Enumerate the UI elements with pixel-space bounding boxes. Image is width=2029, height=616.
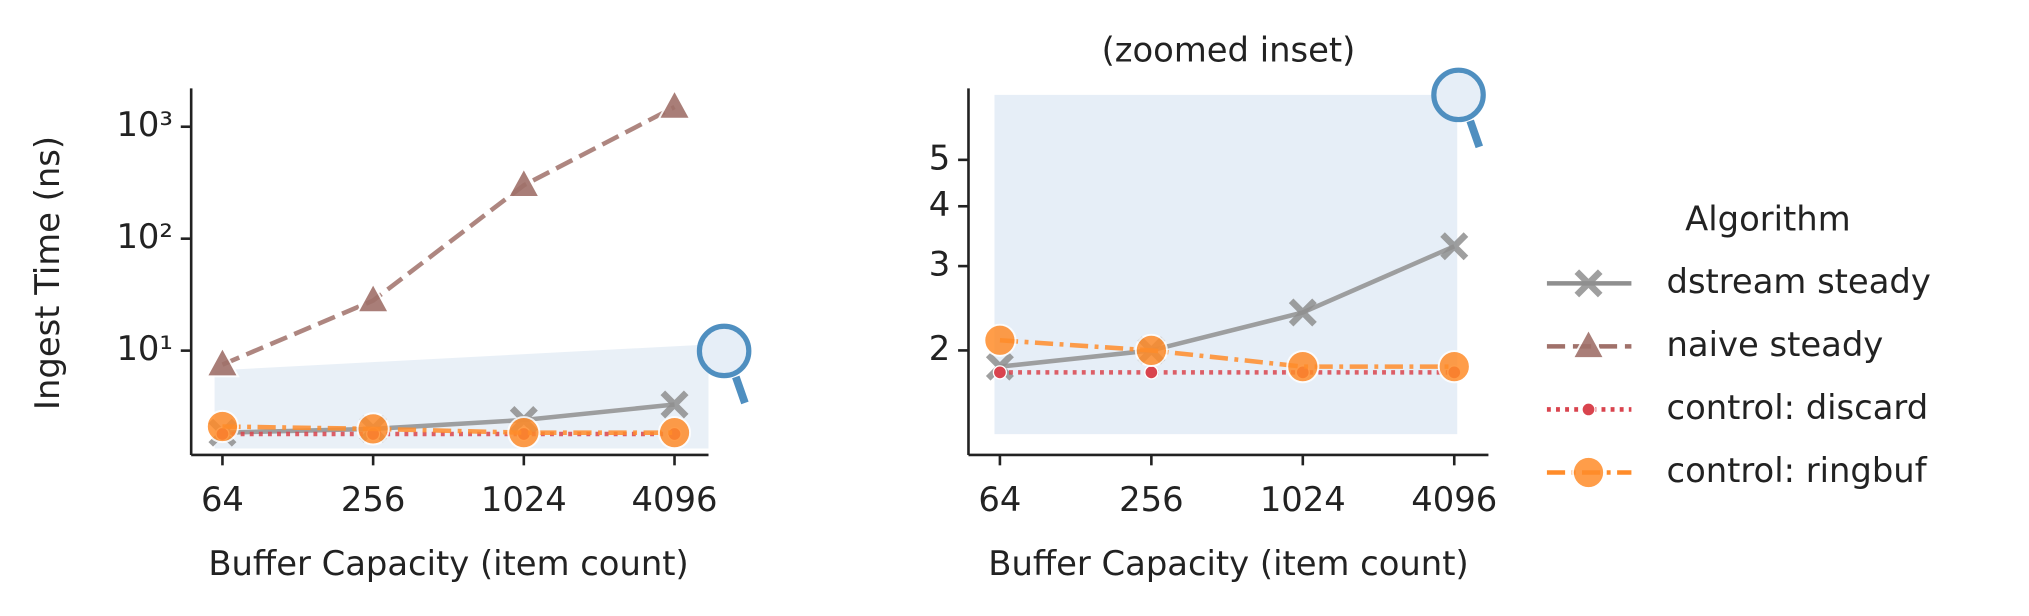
marker [1286, 350, 1320, 384]
marker [657, 88, 692, 120]
x-tick-label: 64 [201, 480, 244, 519]
marker [1440, 232, 1469, 261]
marker [356, 412, 390, 446]
legend-label: dstream steady [1667, 262, 1931, 301]
legend-label: control: discard [1667, 388, 1929, 427]
legend-marker [1571, 327, 1606, 360]
marker [1144, 365, 1159, 380]
y-tick-label: 10³ [116, 105, 173, 144]
marker [660, 390, 689, 419]
x-tick-label: 256 [341, 480, 405, 519]
legend-marker [1574, 269, 1603, 298]
legend-marker [1581, 402, 1596, 417]
marker [205, 345, 240, 378]
x-tick-label: 1024 [481, 480, 567, 519]
series-line [221, 104, 676, 367]
y-tick-label: 3 [929, 245, 951, 284]
x-tick-label: 1024 [1260, 480, 1346, 519]
inset-region [994, 94, 1458, 435]
series-line [999, 338, 1455, 369]
legend-title: Algorithm [1685, 199, 1850, 238]
series-line [999, 244, 1456, 369]
marker [1134, 333, 1168, 368]
x-axis-label: Buffer Capacity (item count) [208, 544, 688, 583]
y-tick-label: 5 [929, 138, 951, 177]
y-tick-label: 2 [929, 329, 951, 368]
x-tick-label: 64 [978, 480, 1021, 519]
x-tick-label: 4096 [632, 480, 718, 519]
chart-title: (zoomed inset) [1102, 30, 1356, 69]
magnifier-icon [696, 323, 752, 405]
marker [355, 281, 391, 314]
marker [992, 365, 1008, 380]
legend-label: control: ringbuf [1667, 451, 1928, 490]
marker [205, 409, 240, 444]
inset-region [214, 344, 709, 449]
marker [506, 166, 542, 198]
y-tick-label: 10¹ [116, 329, 173, 368]
x-tick-label: 256 [1119, 480, 1183, 519]
magnifier-icon [1431, 67, 1486, 149]
series-line [222, 424, 675, 435]
y-axis-label: Ingest Time (ns) [28, 136, 67, 410]
x-tick-label: 4096 [1411, 480, 1497, 519]
legend-marker [1571, 455, 1606, 490]
marker [657, 416, 692, 450]
marker [983, 323, 1017, 357]
x-axis-label: Buffer Capacity (item count) [988, 544, 1468, 583]
y-tick-label: 10² [116, 217, 173, 256]
marker [507, 416, 541, 450]
series-line [222, 402, 675, 435]
marker [1437, 350, 1471, 384]
y-tick-label: 4 [929, 185, 951, 224]
legend-label: naive steady [1667, 325, 1884, 364]
marker [1288, 298, 1317, 327]
